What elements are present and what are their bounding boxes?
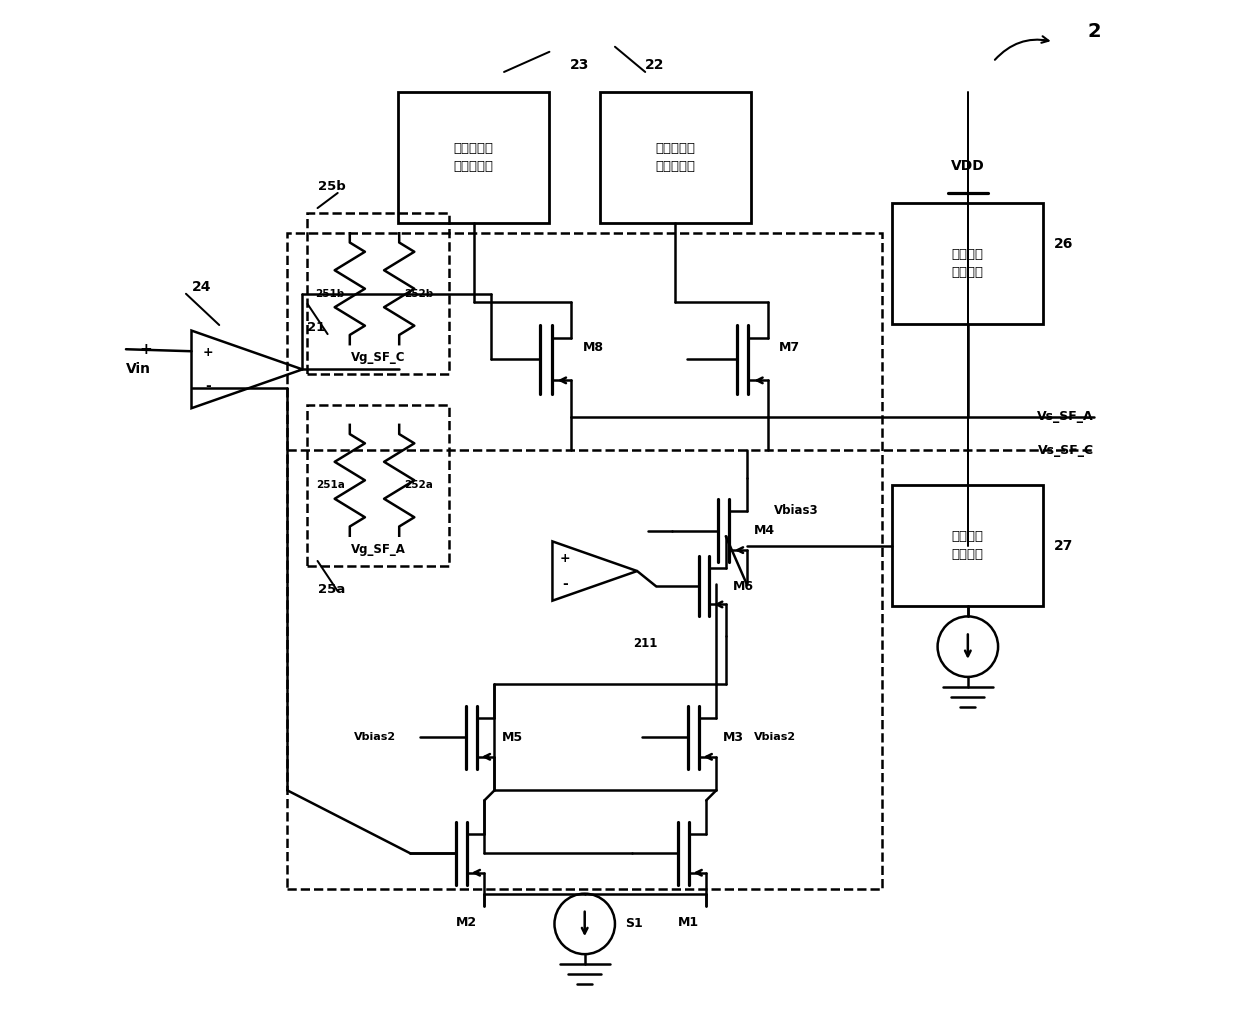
Text: 2: 2 xyxy=(1087,22,1101,41)
Text: 阳极电感
匹配模块: 阳极电感 匹配模块 xyxy=(952,248,983,279)
Text: 251a: 251a xyxy=(316,480,345,490)
Text: 25a: 25a xyxy=(317,583,345,596)
Text: Vbias2: Vbias2 xyxy=(754,732,796,742)
Text: 26: 26 xyxy=(1054,238,1073,252)
Text: Vs_SF_C: Vs_SF_C xyxy=(1038,444,1094,457)
Polygon shape xyxy=(553,542,637,601)
Text: -: - xyxy=(562,576,568,590)
Text: M6: M6 xyxy=(733,579,754,592)
Text: M4: M4 xyxy=(754,525,775,537)
Text: Vs_SF_A: Vs_SF_A xyxy=(1037,410,1094,424)
FancyBboxPatch shape xyxy=(893,203,1043,324)
Text: 阳极工作电
压产生模块: 阳极工作电 压产生模块 xyxy=(656,143,696,173)
Polygon shape xyxy=(191,331,303,408)
Text: +: + xyxy=(203,346,213,359)
Text: Vbias3: Vbias3 xyxy=(774,504,818,517)
Text: 24: 24 xyxy=(191,280,211,294)
Text: 21: 21 xyxy=(308,321,326,334)
Text: Vg_SF_C: Vg_SF_C xyxy=(351,352,405,364)
Text: -: - xyxy=(206,379,211,393)
Text: 阴极电感
匹配模块: 阴极电感 匹配模块 xyxy=(952,531,983,561)
Text: 阴极工作电
压产生模块: 阴极工作电 压产生模块 xyxy=(454,143,494,173)
Text: M1: M1 xyxy=(678,916,699,929)
Text: M3: M3 xyxy=(723,731,744,744)
Text: S1: S1 xyxy=(625,917,642,930)
FancyBboxPatch shape xyxy=(893,485,1043,607)
Text: 23: 23 xyxy=(569,58,589,72)
Text: 252b: 252b xyxy=(404,289,434,299)
Text: 27: 27 xyxy=(1054,539,1073,553)
Text: 25b: 25b xyxy=(317,180,345,193)
FancyBboxPatch shape xyxy=(600,92,751,223)
Text: VDD: VDD xyxy=(951,159,985,173)
Text: Vbias2: Vbias2 xyxy=(353,732,396,742)
Text: M8: M8 xyxy=(583,342,604,354)
Text: 252a: 252a xyxy=(404,480,433,490)
Text: +: + xyxy=(140,343,153,358)
Text: +: + xyxy=(559,552,570,565)
Text: 211: 211 xyxy=(632,637,657,650)
Text: Vg_SF_A: Vg_SF_A xyxy=(351,543,405,556)
Circle shape xyxy=(554,894,615,954)
FancyBboxPatch shape xyxy=(398,92,549,223)
Text: M7: M7 xyxy=(779,342,800,354)
FancyArrowPatch shape xyxy=(994,36,1049,60)
Text: 22: 22 xyxy=(645,58,665,72)
Text: 251b: 251b xyxy=(315,289,345,299)
Text: M2: M2 xyxy=(456,916,477,929)
Circle shape xyxy=(937,617,998,677)
Text: Vin: Vin xyxy=(126,362,151,376)
Text: M5: M5 xyxy=(501,731,522,744)
